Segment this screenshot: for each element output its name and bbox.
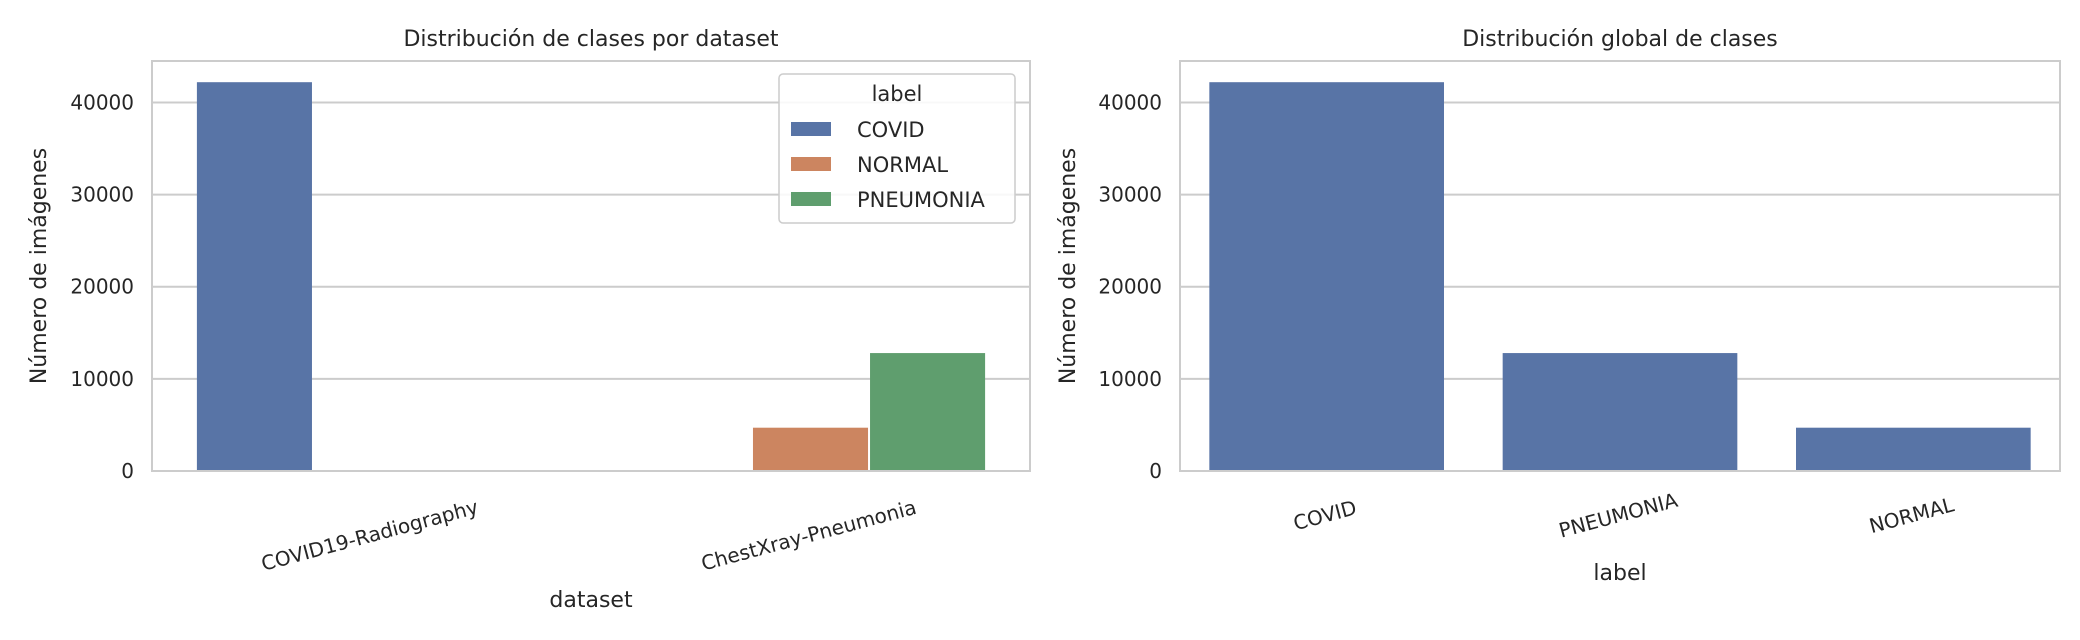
y-tick-label: 10000 <box>70 367 134 391</box>
x-tick-label: ChestXray-Pneumonia <box>699 495 919 576</box>
y-tick-label: 10000 <box>1098 367 1162 391</box>
bar-covid19-radiography-covid <box>196 82 312 471</box>
bar-pneumonia <box>1502 353 1738 471</box>
y-tick-label: 0 <box>121 459 134 483</box>
chart-title: Distribución de clases por dataset <box>403 27 778 52</box>
bar-chestxray-pneumonia-pneumonia <box>870 353 986 471</box>
legend: label COVID NORMAL PNEUMONIA <box>778 73 1016 224</box>
y-tick-label: 20000 <box>70 275 134 299</box>
legend-label-normal: NORMAL <box>857 153 948 177</box>
chart-title: Distribución global de clases <box>1462 27 1778 52</box>
legend-swatch-normal <box>791 157 831 171</box>
y-tick-label: 0 <box>1149 459 1162 483</box>
plot-frame <box>1179 60 2061 472</box>
bars <box>196 82 986 471</box>
legend-title: label <box>872 82 923 106</box>
y-tick-label: 20000 <box>1098 275 1162 299</box>
plot-frame <box>151 60 1031 472</box>
y-tick-label: 40000 <box>1098 90 1162 114</box>
chart-global-class-distribution: 0 10000 20000 30000 40000 COVID PNEUMONIA NORM… <box>1056 27 2061 586</box>
y-tick-label: 40000 <box>70 90 134 114</box>
x-axis-label: dataset <box>549 588 633 613</box>
legend-swatch-covid <box>791 122 831 136</box>
x-tick-label: PNEUMONIA <box>1556 488 1680 543</box>
chart-class-distribution-by-dataset: 0 10000 20000 30000 40000 COVID19-Radiograph… <box>27 27 1031 613</box>
x-tick-label: COVID19-Radiography <box>259 495 481 576</box>
y-tick-labels: 0 10000 20000 30000 40000 <box>70 90 134 483</box>
bars <box>1209 82 2031 471</box>
x-tick-label: COVID <box>1291 495 1359 535</box>
y-tick-label: 30000 <box>1098 183 1162 207</box>
x-tick-labels: COVID PNEUMONIA NORMAL <box>1291 488 1958 543</box>
y-axis-label: Número de imágenes <box>1056 148 1081 384</box>
bar-covid <box>1209 82 1444 471</box>
legend-swatch-pneumonia <box>791 192 831 206</box>
x-tick-labels: COVID19-Radiography ChestXray-Pneumonia <box>259 495 919 576</box>
y-tick-labels: 0 10000 20000 30000 40000 <box>1098 90 1162 483</box>
legend-label-pneumonia: PNEUMONIA <box>857 188 986 212</box>
legend-label-covid: COVID <box>857 118 925 142</box>
bar-normal <box>1796 427 2031 471</box>
y-axis-label: Número de imágenes <box>27 148 52 384</box>
legend-box <box>778 73 1016 224</box>
x-axis-label: label <box>1593 561 1646 586</box>
x-tick-label: NORMAL <box>1867 492 1958 538</box>
bar-chestxray-pneumonia-normal <box>752 427 869 471</box>
y-tick-label: 30000 <box>70 183 134 207</box>
